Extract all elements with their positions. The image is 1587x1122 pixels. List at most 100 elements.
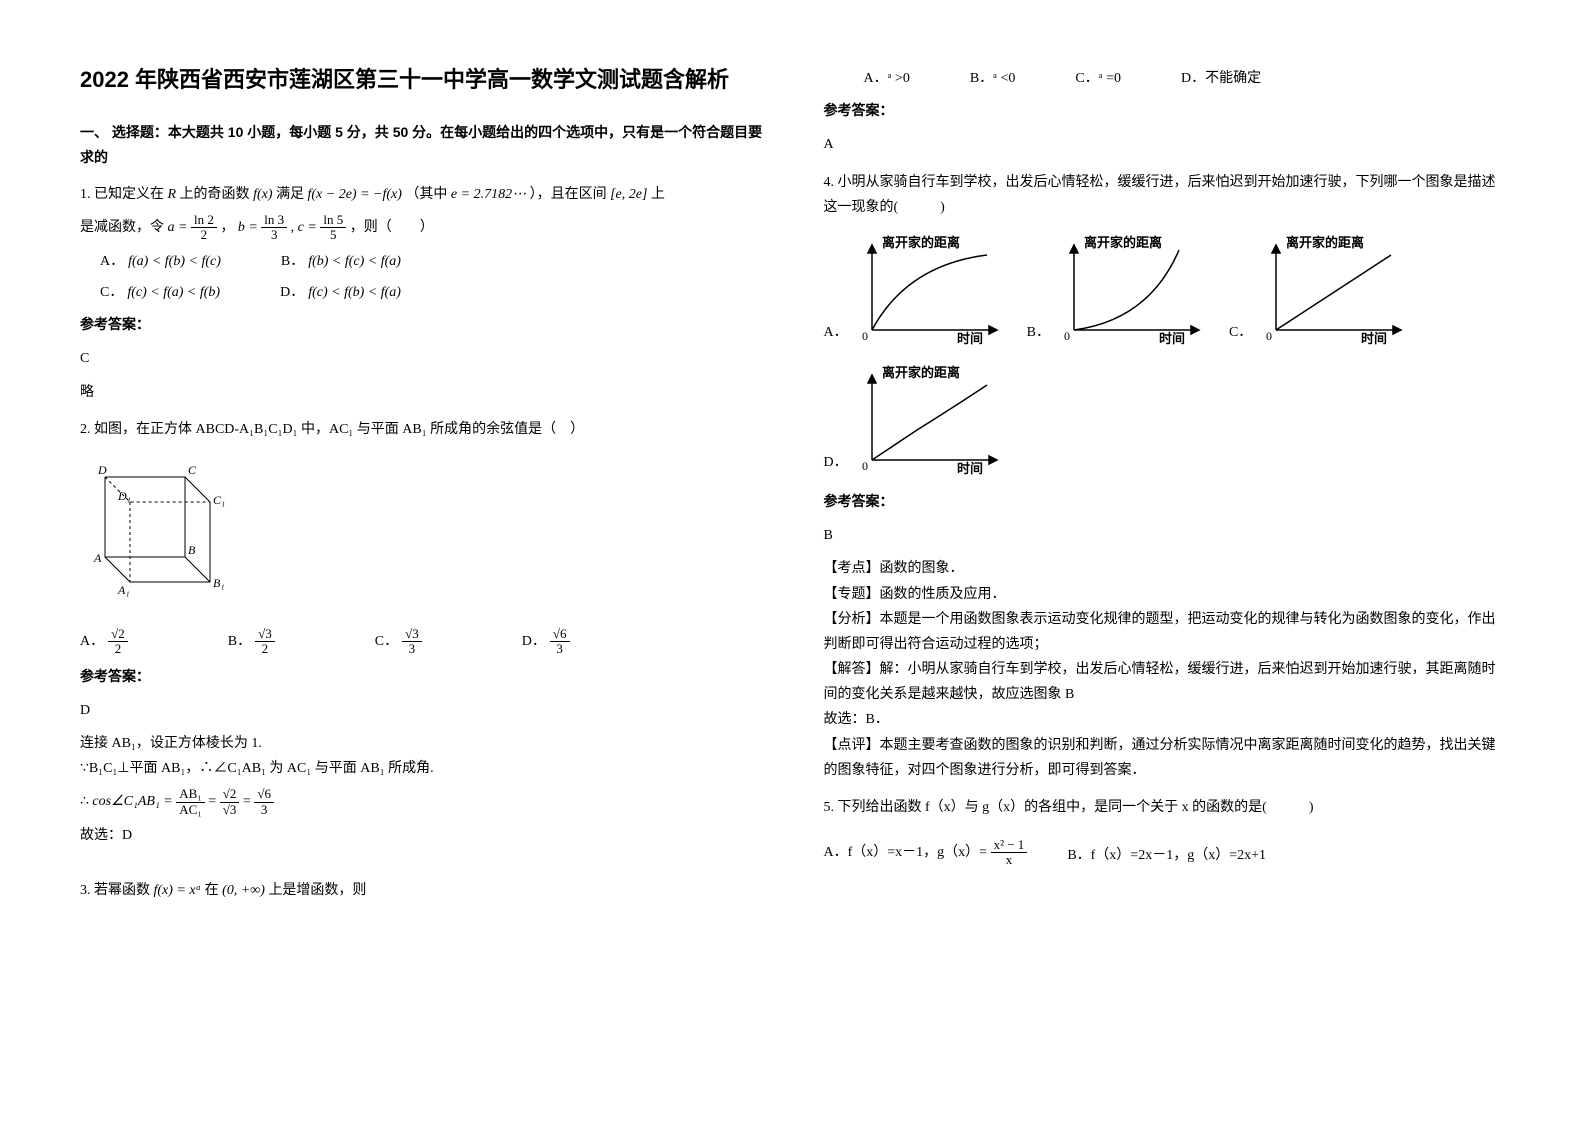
q1-answer: C xyxy=(80,346,764,371)
q4-stem: 4. 小明从家骑自行车到学校，出发后心情轻松，缓缓行进，后来怕迟到开始加速行驶，… xyxy=(824,170,1508,220)
cube-B1: B₁ xyxy=(213,576,225,590)
opt-C: C． xyxy=(1229,320,1252,345)
eq: = xyxy=(208,795,216,810)
q1-e: e = 2.7182⋯ xyxy=(451,187,526,202)
q2-sol3-prefix: ∴ xyxy=(80,794,89,809)
q2-sol2: ∵B₁C₁⊥平面 AB₁，∴∠C₁AB₁ 为 AC₁ 与平面 AB₁ 所成角. xyxy=(80,756,764,781)
q2-optD: √63 xyxy=(550,627,570,657)
q3-fx: f(x) = xᵃ xyxy=(154,883,202,898)
opt-D: D． xyxy=(522,634,546,649)
q1-optA: f(a) < f(b) < f(c) xyxy=(128,254,221,269)
q1-text: 上 xyxy=(651,187,665,202)
cube-figure: D C A B D₁ C₁ A₁ B₁ xyxy=(80,452,240,602)
cube-C: C xyxy=(188,463,197,477)
q5-optA-a: A．f（x）=x－1，g（x）= xyxy=(824,845,988,860)
q2-optA: √22 xyxy=(108,627,128,657)
q2-sol1: 连接 AB₁，设正方体棱长为 1. xyxy=(80,731,764,756)
q1-optB: f(b) < f(c) < f(a) xyxy=(308,254,401,269)
q1-eq: f(x − 2e) = −f(x) xyxy=(308,187,402,202)
q3-optB: B．ᵃ <0 xyxy=(970,66,1016,91)
question-2: 2. 如图，在正方体 ABCD-A₁B₁C₁D₁ 中，AC₁ 与平面 AB₁ 所… xyxy=(80,417,764,849)
q2-sol4: 故选：D xyxy=(80,823,764,848)
q1-a-frac: ln 22 xyxy=(191,213,217,243)
q4-a3: 【分析】本题是一个用函数图象表示运动变化规律的题型，把运动变化的规律与转化为函数… xyxy=(824,607,1508,657)
q1-optC: f(c) < f(a) < f(b) xyxy=(127,285,220,300)
q5-optB: B．f（x）=2x－1，g（x）=2x+1 xyxy=(1067,843,1266,868)
q1-text: 是减函数，令 xyxy=(80,220,164,235)
q3-b: 在 xyxy=(205,883,219,898)
graph-D: 离开家的距离 时间 0 xyxy=(857,365,1007,475)
cube-A1: A₁ xyxy=(117,583,130,597)
opt-D: D． xyxy=(280,285,304,300)
axis-y: 离开家的距离 xyxy=(882,235,960,250)
q3-int: (0, +∞) xyxy=(222,883,265,898)
q1-text: ），且在区间 xyxy=(530,187,607,202)
answer-label: 参考答案： xyxy=(80,313,764,338)
cube-D: D xyxy=(97,463,107,477)
svg-text:0: 0 xyxy=(862,329,868,343)
opt-D: D． xyxy=(824,450,848,475)
question-4: 4. 小明从家骑自行车到学校，出发后心情轻松，缓缓行进，后来怕迟到开始加速行驶，… xyxy=(824,170,1508,783)
question-1: 1. 已知定义在 R 上的奇函数 f(x) 满足 f(x − 2e) = −f(… xyxy=(80,182,764,405)
q3-answer: A xyxy=(824,132,1508,157)
opt-A: A． xyxy=(80,634,104,649)
q2-sol3-lhs: cos∠C₁AB₁ = xyxy=(92,795,172,810)
q3-optC: C．ᵃ =0 xyxy=(1075,66,1121,91)
question-5: 5. 下列给出函数 f（x）与 g（x）的各组中，是同一个关于 x 的函数的是(… xyxy=(824,795,1508,868)
q1-text: （其中 xyxy=(405,187,447,202)
q4-a4: 【解答】解：小明从家骑自行车到学校，出发后心情轻松，缓缓行进，后来怕迟到开始加速… xyxy=(824,657,1508,707)
axis-x: 时间 xyxy=(1361,331,1387,345)
q1-b: b = xyxy=(238,220,258,235)
q4-answer: B xyxy=(824,523,1508,548)
left-column: 2022 年陕西省西安市莲湖区第三十一中学高一数学文测试题含解析 一、 选择题：… xyxy=(50,60,794,1092)
q1-fx: f(x) xyxy=(253,187,272,202)
axis-x: 时间 xyxy=(957,461,983,475)
opt-B: B． xyxy=(228,634,251,649)
answer-label: 参考答案： xyxy=(80,665,764,690)
axis-y: 离开家的距离 xyxy=(1286,235,1364,250)
page-title: 2022 年陕西省西安市莲湖区第三十一中学高一数学文测试题含解析 xyxy=(80,60,764,100)
q4-graphs: A． 离开家的距离 时间 0 B． xyxy=(824,235,1508,475)
section-heading: 一、 选择题：本大题共 10 小题，每小题 5 分，共 50 分。在每小题给出的… xyxy=(80,120,764,170)
opt-A: A． xyxy=(100,254,124,269)
q2-optC: √33 xyxy=(402,627,422,657)
right-column: A．ᵃ >0 B．ᵃ <0 C．ᵃ =0 D．不能确定 参考答案： A 4. 小… xyxy=(794,60,1538,1092)
q1-b-frac: ln 33 xyxy=(261,213,287,243)
q4-a1: 【考点】函数的图象． xyxy=(824,556,1508,581)
q1-text: 满足 xyxy=(276,187,304,202)
q1-text: 1. 已知定义在 xyxy=(80,187,164,202)
opt-B: B． xyxy=(281,254,304,269)
graph-C: 离开家的距离 时间 0 xyxy=(1261,235,1411,345)
svg-text:0: 0 xyxy=(1064,329,1070,343)
axis-y: 离开家的距离 xyxy=(882,365,960,380)
q1-text: ， xyxy=(220,220,234,235)
q4-a2: 【专题】函数的性质及应用． xyxy=(824,582,1508,607)
q2-f3: √63 xyxy=(254,787,274,817)
q5-optA-frac: x² − 1x xyxy=(991,838,1028,868)
q2-stem: 2. 如图，在正方体 ABCD-A₁B₁C₁D₁ 中，AC₁ 与平面 AB₁ 所… xyxy=(80,417,764,442)
q1-interval: [e, 2e] xyxy=(610,187,647,202)
opt-C: C． xyxy=(375,634,398,649)
q3-options: A．ᵃ >0 B．ᵃ <0 C．ᵃ =0 D．不能确定 xyxy=(864,66,1508,91)
answer-label: 参考答案： xyxy=(824,490,1508,515)
q1-R: R xyxy=(168,187,177,202)
q3-optA: A．ᵃ >0 xyxy=(864,66,910,91)
q1-a: a = xyxy=(168,220,188,235)
q1-text: ，则（ ） xyxy=(350,220,434,235)
q4-a6: 【点评】本题主要考查函数的图象的识别和判断，通过分析实际情况中离家距离随时间变化… xyxy=(824,733,1508,783)
q3-a: 3. 若幂函数 xyxy=(80,883,150,898)
svg-text:0: 0 xyxy=(1266,329,1272,343)
q3-c: 上是增函数，则 xyxy=(268,883,366,898)
graph-A: 离开家的距离 时间 0 xyxy=(857,235,1007,345)
q1-text: 上的奇函数 xyxy=(180,187,250,202)
axis-x: 时间 xyxy=(957,331,983,345)
cube-A: A xyxy=(93,551,102,565)
q3-optD: D．不能确定 xyxy=(1181,66,1261,91)
cube-C1: C₁ xyxy=(213,493,225,507)
cube-B: B xyxy=(188,543,196,557)
q1-c-frac: ln 55 xyxy=(320,213,346,243)
eq: = xyxy=(243,795,251,810)
q2-answer: D xyxy=(80,698,764,723)
q1-brief: 略 xyxy=(80,380,764,405)
graph-B: 离开家的距离 时间 0 xyxy=(1059,235,1209,345)
